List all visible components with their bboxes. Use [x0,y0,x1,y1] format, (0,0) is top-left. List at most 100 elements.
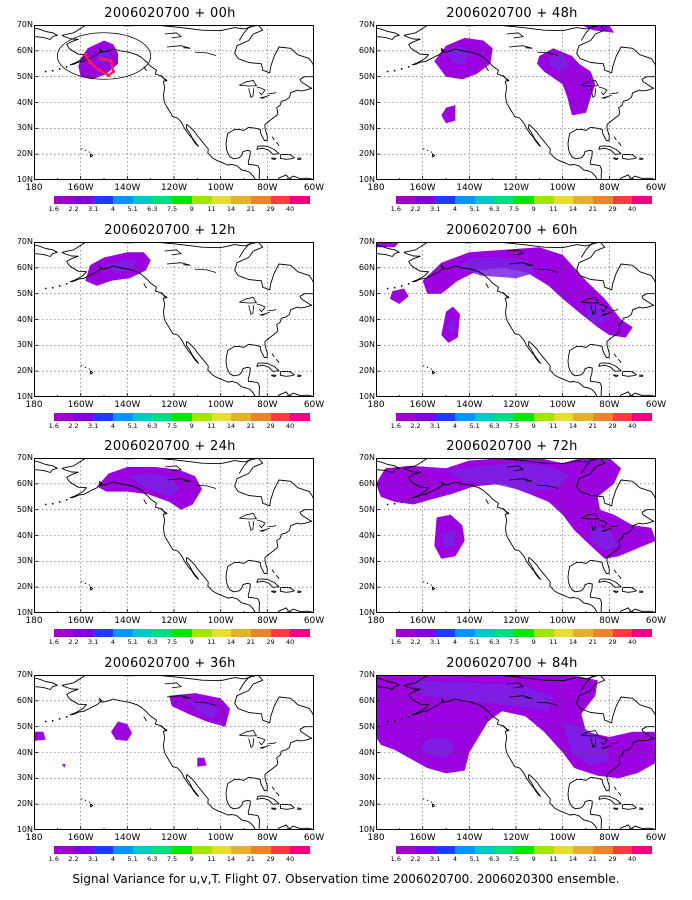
island [393,719,396,722]
panel-title: 2006020700 + 36h [104,656,236,671]
coastline [61,684,270,830]
lake-outline [506,32,524,39]
colorbar-swatch [494,846,515,854]
colorbar-swatch [93,196,114,204]
colorbar-swatch [514,629,534,637]
colorbar-swatch [113,846,133,854]
lake-outline [164,465,182,472]
longitude-label: 180 [25,183,43,193]
coastline [617,574,622,580]
coastline [61,242,314,397]
longitude-label: 180 [25,616,43,626]
latitude-label: 70N [16,20,33,29]
coastline [88,151,91,153]
colorbar-swatch [415,196,436,204]
map-plot [376,675,656,830]
latitude-label: 10N [16,175,33,184]
colorbar-swatch [73,413,94,421]
colorbar-swatch [54,846,74,854]
lake-outline [536,51,559,56]
coastline [376,27,400,40]
colorbar [54,629,310,637]
lake-outline [268,308,277,311]
latitude-label: 10N [358,608,375,617]
lake-outline [268,741,277,744]
colorbar [396,413,652,421]
coastline [34,460,58,473]
longitude-label: 120W [160,616,188,626]
lake-outline [194,701,217,706]
island [407,715,410,718]
coastline [279,586,295,593]
colorbar-swatch [632,196,652,204]
colorbar [54,413,310,421]
coastline [639,157,644,160]
latitude-label: 70N [16,453,33,462]
colorbar-label: 11 [549,855,558,863]
colorbar-label: 4 [110,855,115,863]
lake-outline [581,80,600,87]
map-plot [34,675,314,830]
coastline [376,460,400,473]
coastline [426,582,429,585]
island [407,498,410,501]
map-plot [376,242,656,397]
colorbar-swatch [435,629,456,637]
map-panel-60h: 2006020700 + 60h 70N 60N 50N 40N 30N 20N 10N 180… [342,223,682,439]
panel-title: 2006020700 + 84h [446,656,578,671]
colorbar-label: 29 [608,205,617,213]
coastline [431,586,436,591]
lake-outline [508,478,533,482]
colorbar-label: 7.5 [166,855,178,863]
lake-outline [239,297,258,304]
colorbar-swatch [632,846,652,854]
coastline [613,569,617,574]
coastline [271,353,275,358]
colorbar-swatch [455,196,475,204]
lake-outline [601,311,612,316]
latitude-label: 60N [358,695,375,705]
latitude-label: 40N [16,747,33,757]
coastline [617,791,622,797]
longitude-label: 120W [502,833,530,843]
variance-region-core [441,530,456,549]
colorbar-label: 1.6 [48,638,60,646]
colorbar-label: 11 [549,205,558,213]
colorbar-label: 7.5 [508,205,520,213]
colorbar-label: 4 [110,422,115,430]
lake-outline [601,94,612,99]
lake-outline [194,268,217,273]
colorbar-label: 40 [628,855,637,863]
colorbar-swatch [592,413,613,421]
colorbar-swatch [152,413,173,421]
panel-title: 2006020700 + 60h [446,223,578,238]
colorbar-swatch [435,846,456,854]
coastline [376,244,400,257]
colorbar-swatch [191,196,212,204]
latitude-label: 60N [358,45,375,55]
latitude-label: 20N [16,582,33,592]
colorbar-label: 21 [246,205,255,213]
coastline [271,136,275,141]
lake-outline [598,519,608,529]
colorbar-label: 2.2 [68,638,79,646]
island [44,287,47,290]
island [407,282,410,285]
coastline [580,458,595,474]
latitude-label: 60N [16,45,33,55]
coastline [580,675,595,691]
colorbar-swatch [113,629,133,637]
colorbar-label: 21 [588,205,597,213]
colorbar-label: 1.6 [48,422,60,430]
island [65,498,68,501]
coastline [613,136,617,141]
map-panel-12h: 2006020700 + 12h 70N 60N 50N 40N 30N 20N 10N 180… [0,223,340,439]
figure-caption: Signal Variance for u,v,T. Flight 07. Ob… [72,872,620,886]
longitude-label: 60W [303,833,325,843]
colorbar-label: 14 [226,638,236,646]
longitude-label: 80W [257,616,278,626]
colorbar-label: 21 [588,638,597,646]
island [400,501,403,503]
coastline [271,374,277,378]
colorbar-swatch [132,413,153,421]
